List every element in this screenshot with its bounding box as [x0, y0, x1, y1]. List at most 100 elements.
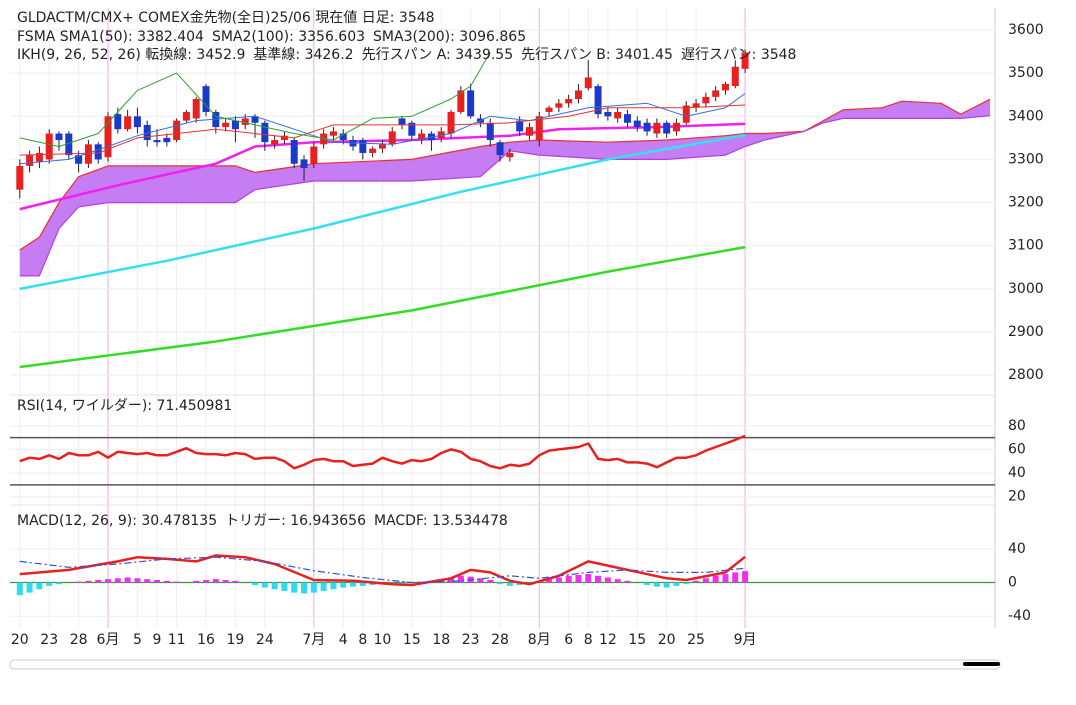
histogram-bar	[506, 582, 513, 586]
candle-body	[584, 77, 592, 89]
candle-body	[300, 159, 308, 169]
candle-body	[163, 137, 171, 143]
chart-title: GLDACTM/CMX+ COMEX金先物(全日)25/06 現在値 日足: 3…	[17, 9, 435, 26]
candle-body	[251, 116, 259, 123]
histogram-bar	[310, 582, 317, 593]
histogram-bar	[261, 582, 268, 588]
x-tick-label: 28	[491, 632, 509, 648]
x-tick-label: 9	[153, 632, 162, 648]
candle-body	[261, 122, 269, 143]
histogram-bar	[614, 579, 621, 583]
candle-body	[329, 131, 337, 136]
candle-body	[702, 96, 710, 104]
x-tick-label: 5	[133, 632, 142, 648]
histogram-bar	[281, 582, 288, 591]
candle-body	[418, 133, 426, 141]
histogram-bar	[154, 579, 161, 583]
candle-body	[692, 103, 700, 108]
candle-body	[241, 118, 249, 125]
scrollbar-track[interactable]	[9, 659, 1001, 670]
histogram-bar	[497, 582, 504, 585]
histogram-bar	[291, 582, 298, 593]
x-tick-label: 6	[564, 632, 573, 648]
histogram-bar	[359, 582, 366, 586]
candle-body	[496, 142, 504, 156]
candle-body	[94, 144, 102, 160]
histogram-bar	[369, 582, 376, 586]
histogram-bar	[653, 582, 660, 587]
candle-body	[545, 107, 553, 112]
histogram-bar	[16, 582, 23, 596]
x-month-label: 9月	[734, 632, 757, 648]
y-tick-label: 2800	[1008, 367, 1044, 383]
scrollbar-thumb[interactable]	[963, 662, 1000, 666]
ichimoku-cloud	[19, 99, 991, 276]
x-month-label: 7月	[302, 632, 325, 648]
legend-entry: RSI(14, ワイルダー): 71.450981	[17, 398, 232, 414]
candle-body	[378, 144, 386, 149]
candle-body	[290, 140, 298, 164]
candle-body	[222, 122, 230, 128]
histogram-bar	[555, 577, 562, 583]
candle-body	[516, 120, 524, 132]
candle-body	[75, 155, 83, 164]
legend-entry: SMA2(100): 3356.603	[212, 29, 365, 45]
histogram-bar	[203, 579, 210, 583]
histogram-bar	[46, 582, 53, 586]
candle-body	[623, 114, 631, 123]
candle-body	[173, 120, 181, 141]
histogram-bar	[585, 574, 592, 583]
candle-body	[741, 52, 749, 69]
legend-entry: 遅行スパン: 3548	[681, 47, 797, 63]
chikou-line	[19, 52, 491, 147]
candle-body	[231, 120, 239, 130]
legend-entry: 先行スパン B: 3401.45	[521, 47, 673, 63]
histogram-bar	[722, 574, 729, 583]
legend-entry: 基準線: 3426.2	[253, 46, 353, 63]
histogram-bar	[624, 580, 631, 583]
histogram-bar	[173, 581, 180, 583]
y-tick-label: 3200	[1008, 195, 1044, 211]
candle-body	[153, 140, 161, 143]
candle-body	[467, 90, 475, 117]
y-tick-label: 3500	[1008, 65, 1044, 81]
histogram-bar	[693, 580, 700, 583]
histogram-bar	[222, 579, 229, 583]
candle-body	[26, 155, 34, 166]
y-tick-label: 20	[1008, 489, 1026, 505]
candle-body	[65, 133, 73, 156]
y-tick-label: 3000	[1008, 281, 1044, 297]
histogram-bar	[163, 580, 170, 583]
y-tick-label: -40	[1008, 608, 1031, 624]
y-tick-label: 0	[1008, 575, 1017, 591]
x-tick-label: 20	[658, 632, 676, 648]
histogram-bar	[604, 577, 611, 583]
histogram-bar	[105, 579, 112, 583]
x-tick-label: 16	[197, 632, 215, 648]
x-tick-label: 15	[628, 632, 646, 648]
kijun-line	[19, 104, 746, 156]
candle-body	[182, 111, 190, 121]
histogram-bar	[399, 582, 406, 584]
candle-body	[310, 146, 318, 164]
x-tick-label: 20	[11, 632, 29, 648]
candle-body	[104, 116, 112, 158]
candle-body	[594, 86, 602, 115]
candle-body	[45, 133, 53, 160]
legend-entry: IKH(9, 26, 52, 26) 転換線: 3452.9	[17, 47, 245, 63]
legend-entry: FSMA SMA1(50): 3382.404	[17, 29, 204, 45]
histogram-bar	[134, 578, 141, 583]
candle-body	[16, 165, 24, 190]
histogram-bar	[487, 579, 494, 583]
x-tick-label: 28	[70, 632, 88, 648]
legend-entry: 先行スパン A: 3439.55	[362, 47, 514, 63]
candle-body	[437, 131, 445, 138]
candle-body	[280, 135, 288, 141]
candle-body	[663, 122, 671, 134]
candle-body	[408, 122, 416, 136]
histogram-bar	[712, 575, 719, 583]
histogram-bar	[546, 579, 553, 583]
histogram-bar	[683, 582, 690, 585]
y-tick-label: 3300	[1008, 151, 1044, 167]
